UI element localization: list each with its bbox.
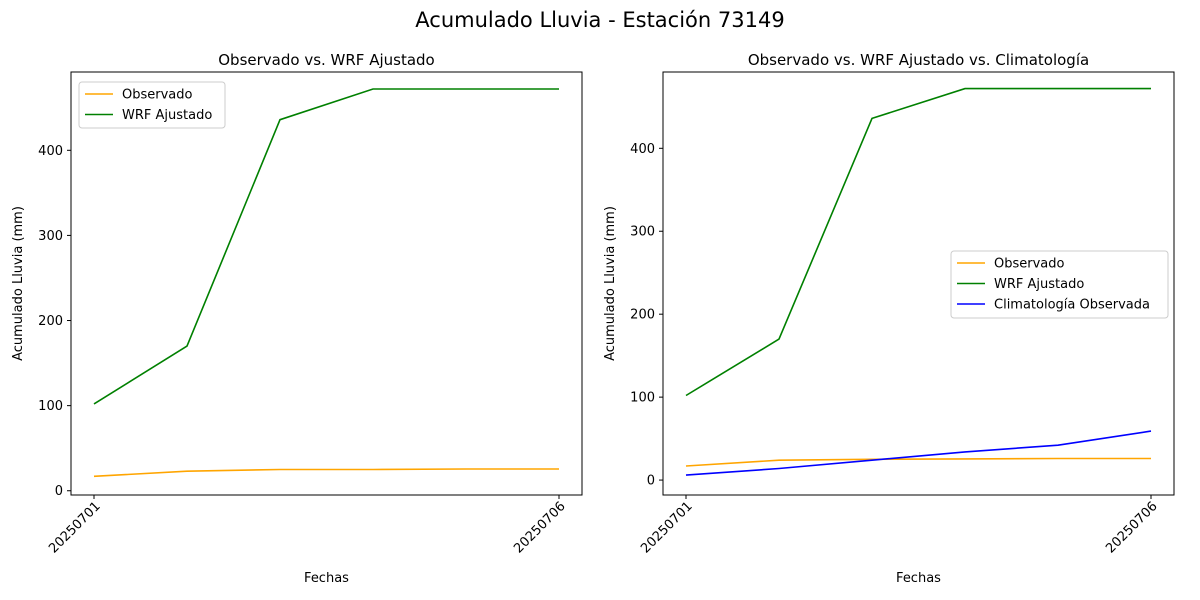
legend: Observado WRF Ajustado Climatología Observ… <box>950 250 1169 319</box>
legend-label: Observado <box>994 257 1065 272</box>
y-tick-label: 0 <box>55 484 63 499</box>
y-tick-label: 300 <box>38 229 63 244</box>
legend-box <box>78 81 226 129</box>
y-tick-label: 300 <box>630 225 655 240</box>
y-tick-label: 400 <box>630 142 655 157</box>
x-axis-label: Fechas <box>896 571 941 586</box>
y-tick-label: 0 <box>647 474 655 489</box>
figure-title: Acumulado Lluvia - Estación 73149 <box>415 8 785 32</box>
x-axis-label: Fechas <box>304 571 349 586</box>
legend-label: WRF Ajustado <box>994 277 1084 292</box>
axes-frame <box>662 71 1175 496</box>
x-tick-label: 20250701 <box>638 499 695 556</box>
legend-label: Observado <box>122 88 193 103</box>
legend-label: Climatología Observada <box>994 298 1150 313</box>
series-line-wrf-ajustado <box>93 88 559 405</box>
legend: Observado WRF Ajustado <box>78 81 226 129</box>
y-tick-label: 100 <box>38 399 63 414</box>
legend-label: WRF Ajustado <box>122 108 212 123</box>
y-tick-label: 100 <box>630 391 655 406</box>
y-axis-label: Acumulado Lluvia (mm) <box>11 206 26 361</box>
subplot-title: Observado vs. WRF Ajustado vs. Climatolo… <box>748 51 1089 69</box>
series-line-observado <box>93 468 559 478</box>
axes-frame <box>70 71 583 496</box>
series-line-wrf-ajustado <box>685 87 1151 397</box>
x-tick-label: 20250706 <box>1103 499 1160 556</box>
series-line-climatologia-observada <box>685 430 1152 476</box>
y-tick-label: 400 <box>38 144 63 159</box>
y-tick-label: 200 <box>38 314 63 329</box>
legend-box <box>950 250 1169 319</box>
y-tick-label: 200 <box>630 308 655 323</box>
y-axis-label: Acumulado Lluvia (mm) <box>603 206 618 361</box>
subplot-title: Observado vs. WRF Ajustado <box>218 51 434 69</box>
series-line-observado <box>685 457 1151 467</box>
